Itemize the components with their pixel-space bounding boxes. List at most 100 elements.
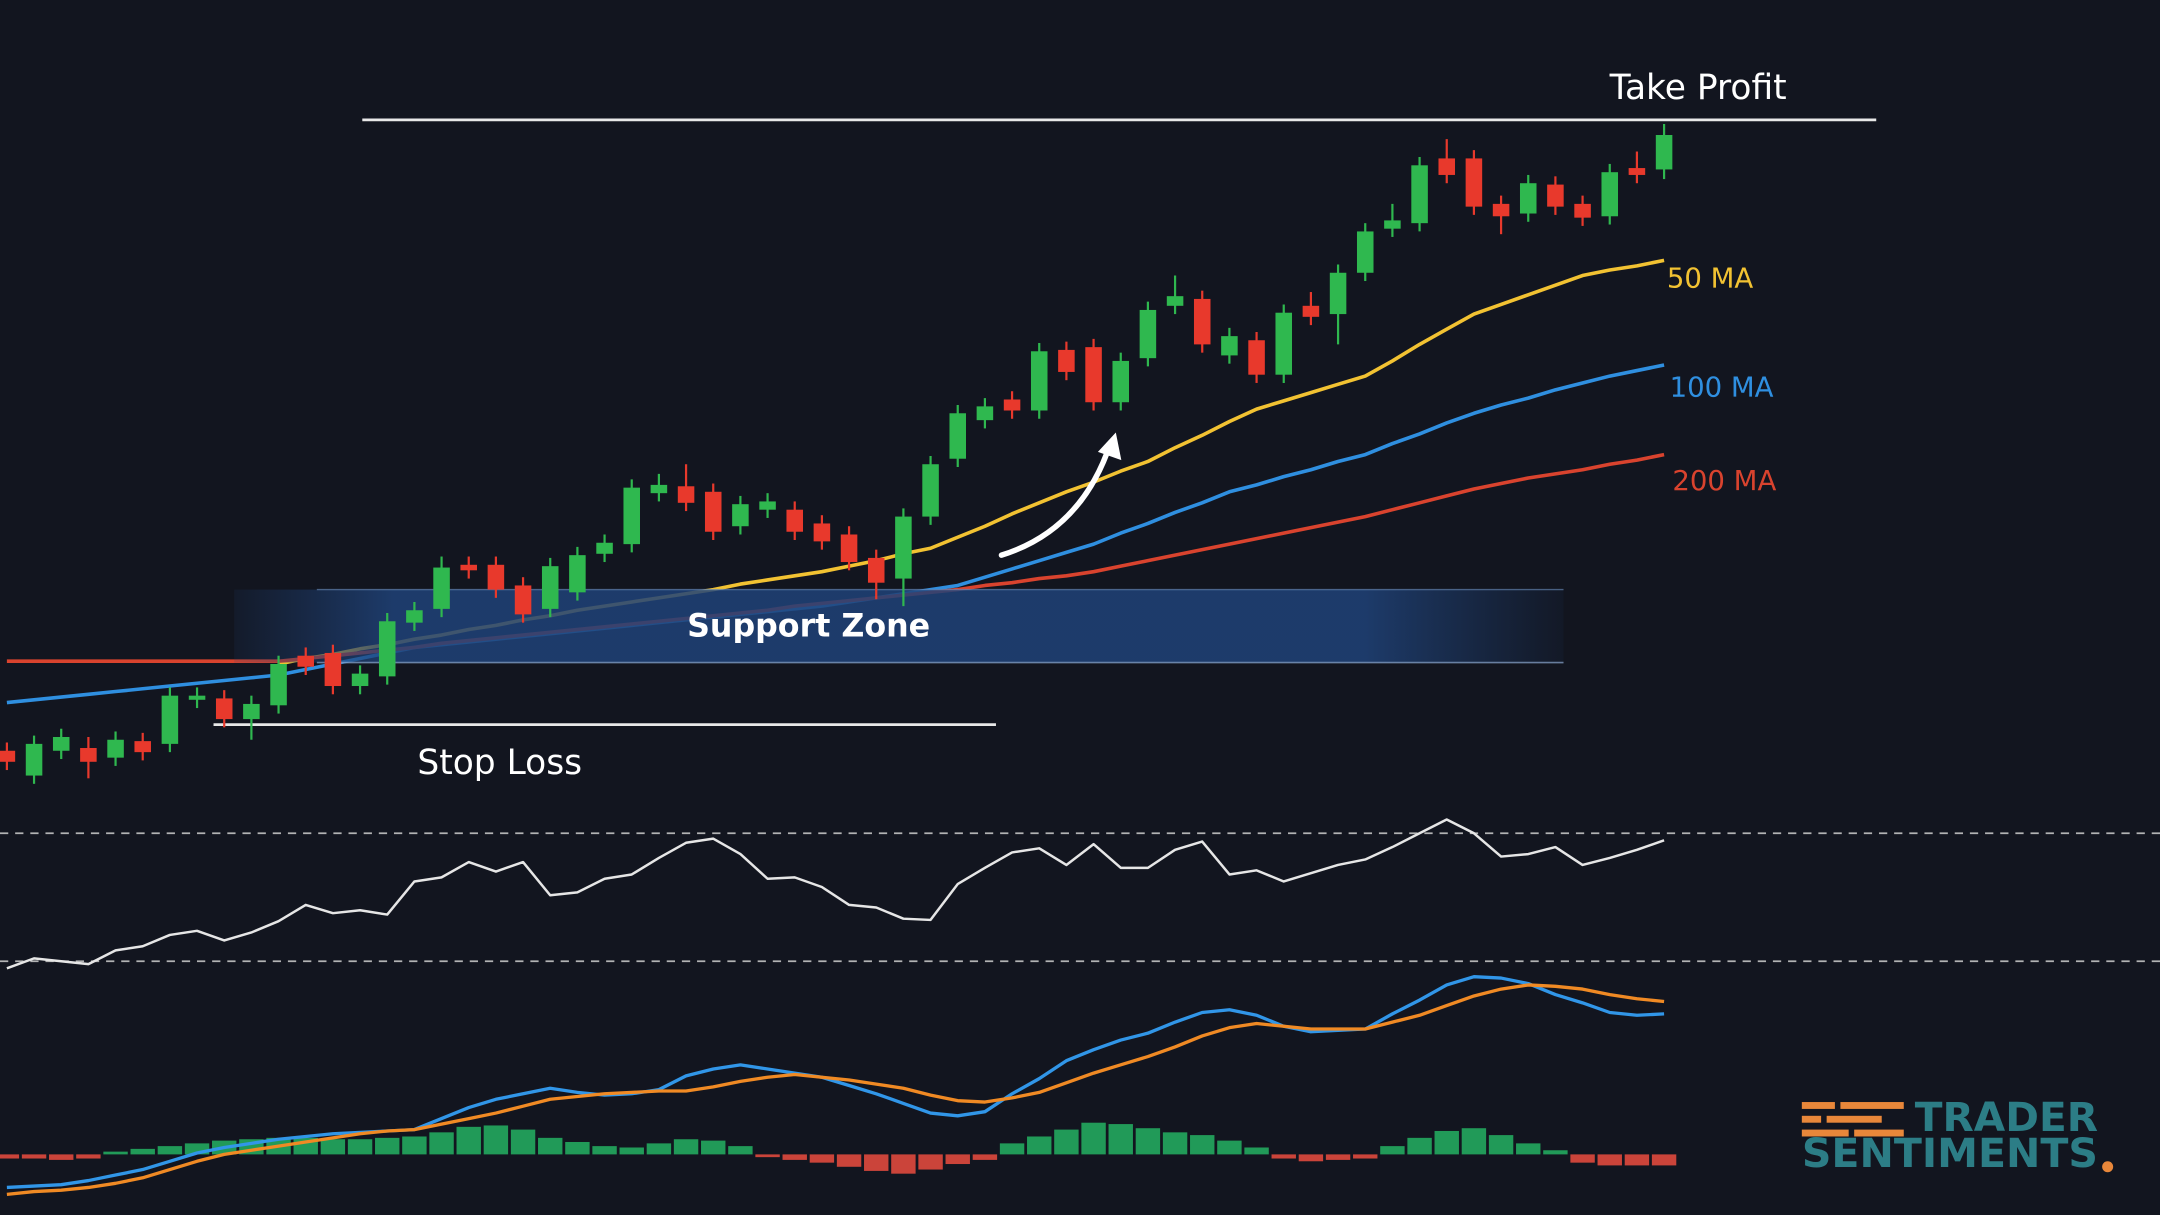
histogram-bar xyxy=(49,1154,74,1160)
candle-body xyxy=(1519,183,1537,214)
candle-body xyxy=(895,516,912,579)
histogram-bar xyxy=(429,1132,454,1155)
logo-stripe xyxy=(1801,1129,1849,1137)
brand-line: TRADER xyxy=(1915,1095,2098,1141)
histogram-bar xyxy=(1027,1136,1052,1155)
histogram-bar xyxy=(483,1125,509,1155)
zone-label: Support Zone xyxy=(687,608,930,644)
candle-body xyxy=(650,484,668,494)
candle-body xyxy=(1058,349,1075,372)
histogram-bar xyxy=(1325,1154,1351,1160)
candle-body xyxy=(270,663,287,706)
candle-body xyxy=(107,739,124,758)
candle-body xyxy=(487,564,505,590)
histogram-bar xyxy=(320,1139,346,1155)
candle-body xyxy=(1221,336,1238,356)
histogram-bar xyxy=(945,1154,970,1165)
candle-body xyxy=(1085,347,1102,403)
logo-stripe xyxy=(1826,1115,1882,1123)
candle-body xyxy=(1655,135,1673,170)
candle-body xyxy=(813,523,831,542)
histogram-bar xyxy=(673,1139,699,1155)
trend-arrow xyxy=(998,440,1114,558)
arrow-head xyxy=(1097,432,1122,461)
candle-body xyxy=(541,566,559,609)
candle-body xyxy=(1411,165,1428,224)
level-label: Take Profit xyxy=(1609,68,1787,108)
candle-body xyxy=(1465,158,1483,207)
brand-logo: TRADER SENTIMENTS xyxy=(1801,1095,2114,1177)
candle-body xyxy=(623,487,640,545)
histogram-bar xyxy=(157,1146,183,1155)
histogram-bar xyxy=(1488,1135,1514,1155)
macd-line xyxy=(6,975,1665,1190)
ma-label: 100 MA xyxy=(1670,371,1774,403)
histogram-bar xyxy=(1570,1154,1595,1163)
candle-body xyxy=(677,486,695,503)
macd-panel xyxy=(0,975,1677,1196)
histogram-bar xyxy=(1108,1124,1133,1155)
candle-body xyxy=(134,741,151,753)
candle-body xyxy=(460,564,477,571)
histogram-bar xyxy=(375,1137,400,1155)
histogram-bar xyxy=(728,1146,753,1155)
histogram-bar xyxy=(1217,1140,1242,1155)
candle-body xyxy=(1547,184,1564,207)
histogram-bar xyxy=(1244,1147,1269,1155)
candle-body xyxy=(406,610,423,623)
candle-body xyxy=(1248,340,1265,375)
histogram-bar xyxy=(1298,1154,1324,1162)
histogram-bar xyxy=(1434,1130,1459,1155)
histogram-bar xyxy=(1597,1154,1622,1166)
candle-body xyxy=(1003,399,1021,411)
histogram-bar xyxy=(972,1154,998,1160)
histogram-bar xyxy=(538,1137,563,1155)
candle-body xyxy=(569,555,586,593)
histogram-bar xyxy=(456,1126,481,1155)
histogram-bar xyxy=(836,1154,862,1167)
candle-body xyxy=(704,491,722,532)
histogram-bar xyxy=(1353,1154,1378,1159)
candle-body xyxy=(1302,305,1320,317)
candle-body xyxy=(52,736,70,751)
candle-body xyxy=(840,534,858,563)
candle-body xyxy=(976,406,994,421)
candle-body xyxy=(786,509,803,532)
ma-label: 200 MA xyxy=(1672,465,1776,497)
histogram-bar xyxy=(402,1136,427,1155)
candle-body xyxy=(1112,360,1130,403)
histogram-bar xyxy=(184,1143,210,1155)
histogram-bar xyxy=(782,1154,807,1160)
logo-stripe xyxy=(1840,1102,1904,1109)
logo-stripe xyxy=(1854,1129,1904,1137)
histogram-bar xyxy=(1135,1128,1161,1155)
price-panel: 50 MA 100 MA 200 MA Support Zone Take Profit… xyxy=(0,68,1877,784)
candle-body xyxy=(1193,298,1211,345)
candle-body xyxy=(25,743,43,776)
histogram-bar xyxy=(864,1154,889,1171)
candle-body xyxy=(732,504,749,527)
candle-body xyxy=(1166,296,1184,306)
candle-body xyxy=(297,655,314,667)
candle-body xyxy=(324,652,342,687)
histogram-bar xyxy=(592,1146,617,1155)
histogram-bar xyxy=(1651,1154,1677,1166)
histogram-bar xyxy=(1543,1150,1568,1155)
logo-dot xyxy=(2102,1161,2114,1173)
candle-body xyxy=(378,621,396,677)
candle-body xyxy=(949,413,967,459)
candle-body xyxy=(1492,203,1510,217)
candle-body xyxy=(243,703,260,720)
candle-body xyxy=(161,695,179,744)
candle-body xyxy=(867,557,885,583)
candle-body xyxy=(1030,351,1048,411)
brand-line: SENTIMENTS xyxy=(1802,1131,2098,1177)
candle-body xyxy=(759,501,776,510)
candle-body xyxy=(1275,312,1293,375)
histogram-bar xyxy=(0,1154,20,1159)
candle-body xyxy=(188,695,206,700)
histogram-bar xyxy=(1190,1135,1215,1155)
candle-body xyxy=(433,567,450,609)
candle-body xyxy=(596,542,613,554)
